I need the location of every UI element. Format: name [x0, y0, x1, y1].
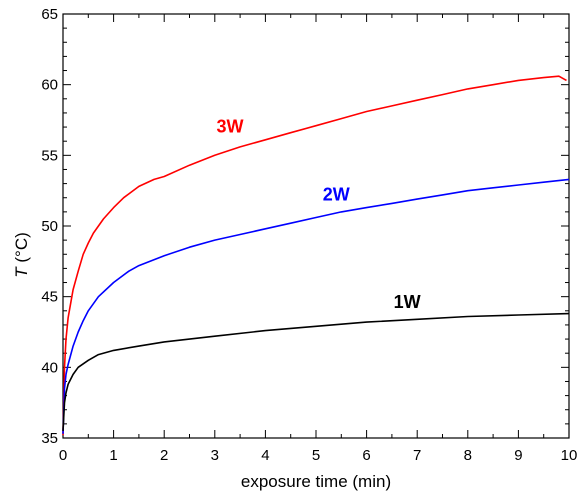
x-tick-label: 7: [413, 447, 421, 464]
x-axis-label: exposure time (min): [241, 472, 391, 491]
y-axis-label-unit: (°C): [12, 232, 31, 267]
x-tick-label: 5: [312, 447, 320, 464]
y-axis-label-symbol: T: [12, 266, 31, 278]
y-tick-label: 55: [41, 147, 58, 164]
x-tick-label: 10: [561, 447, 578, 464]
y-tick-label: 45: [41, 289, 58, 306]
y-axis-label: T (°C): [12, 232, 31, 278]
series-label-2w: 2W: [323, 185, 350, 205]
series-line-2w: [62, 178, 570, 434]
x-tick-label: 0: [59, 447, 67, 464]
y-tick-label: 65: [41, 6, 58, 23]
series-label-3w: 3W: [216, 117, 243, 137]
x-tick-label: 9: [514, 447, 522, 464]
x-tick-label: 2: [160, 447, 168, 464]
y-tick-label: 40: [41, 359, 58, 376]
series-line-1w: [62, 312, 570, 431]
series-line-3w: [62, 75, 567, 436]
x-tick-label: 3: [211, 447, 219, 464]
x-tick-label: 8: [464, 447, 472, 464]
x-tick-label: 6: [362, 447, 370, 464]
y-tick-label: 60: [41, 77, 58, 94]
x-tick-label: 1: [109, 447, 117, 464]
y-tick-label: 50: [41, 218, 58, 235]
y-tick-label: 35: [41, 430, 58, 447]
plot-frame: [62, 13, 570, 439]
x-tick-label: 4: [261, 447, 269, 464]
series-label-1w: 1W: [394, 292, 421, 312]
